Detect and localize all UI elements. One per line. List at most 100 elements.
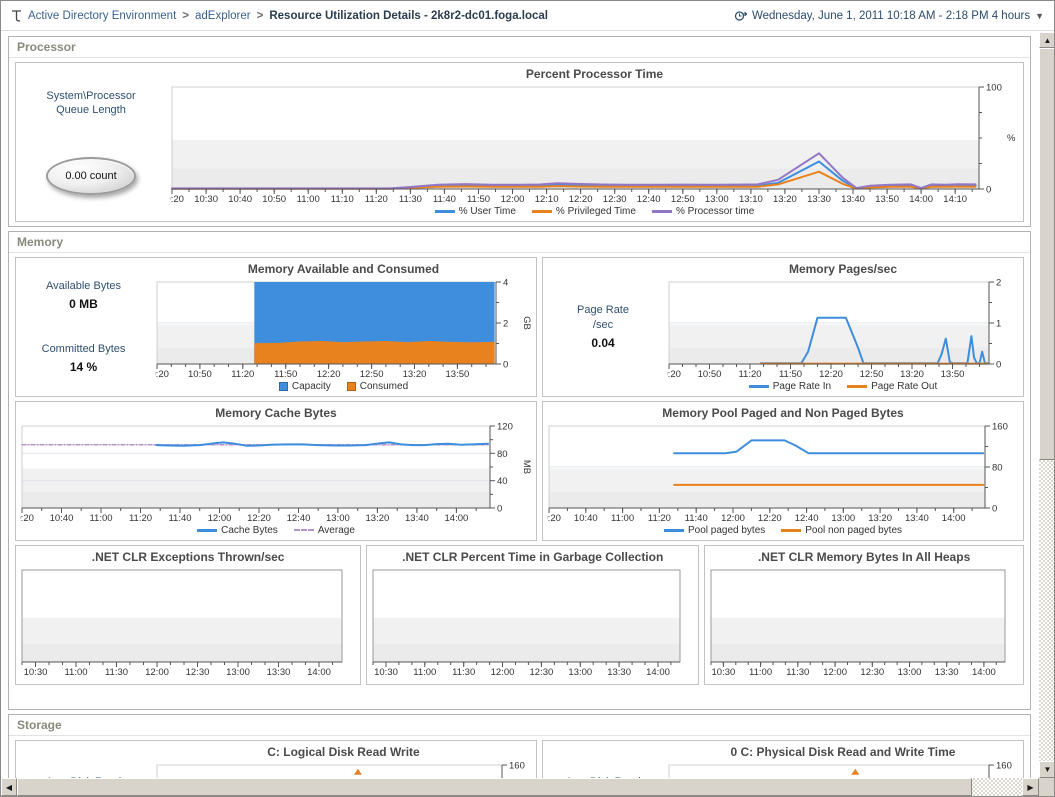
- svg-text:10:20: 10:20: [547, 513, 561, 522]
- svg-text:14:00: 14:00: [307, 667, 331, 676]
- svg-text:12:20: 12:20: [758, 513, 782, 522]
- svg-text:10:20: 10:20: [155, 369, 169, 378]
- breadcrumb-separator: >: [256, 9, 264, 22]
- legend-swatch: [346, 381, 356, 391]
- plot-area[interactable]: 160: [667, 761, 1019, 778]
- svg-text:13:00: 13:00: [898, 667, 922, 676]
- svg-text:13:20: 13:20: [773, 194, 797, 203]
- timerange-selector[interactable]: Wednesday, June 1, 2011 10:18 AM - 2:18 …: [734, 10, 1044, 22]
- horizontal-scrollbar[interactable]: ◀ ▶: [1, 778, 1039, 796]
- legend-swatch: [293, 529, 314, 531]
- scroll-down-button[interactable]: ▼: [1039, 761, 1054, 778]
- svg-text:2: 2: [503, 319, 508, 330]
- chart-memory-available: Memory Available and Consumed 10:20 10:50…: [145, 258, 536, 396]
- svg-text:12:30: 12:30: [530, 667, 554, 676]
- svg-text:10:30: 10:30: [374, 667, 398, 676]
- section-memory: Memory Available Bytes 0 MB Committed By…: [8, 231, 1031, 710]
- section-processor: Processor System\Processor Queue Length …: [8, 36, 1031, 227]
- svg-text:13:50: 13:50: [875, 194, 899, 203]
- svg-text:13:00: 13:00: [831, 513, 855, 522]
- svg-text:13:50: 13:50: [446, 369, 470, 378]
- svg-text:10:50: 10:50: [698, 369, 722, 378]
- svg-text:12:00: 12:00: [145, 667, 169, 676]
- svg-text:13:20: 13:20: [900, 369, 924, 378]
- legend-swatch: [278, 381, 288, 391]
- svg-text:0: 0: [503, 360, 508, 371]
- scroll-left-button[interactable]: ◀: [1, 778, 17, 796]
- chart-title: 0 C: Physical Disk Read and Write Time: [730, 745, 956, 759]
- chart-legend: Pool paged bytes Pool non paged bytes: [547, 522, 1019, 538]
- svg-text:11:00: 11:00: [749, 667, 772, 676]
- gauge-value: 0.00 count: [65, 170, 117, 183]
- chart-memory-pages: Memory Pages/sec 10:20 10:50 11:20 11:50 12:…: [657, 258, 1023, 396]
- bookmark-icon: [11, 9, 22, 22]
- plot-area[interactable]: 10:20 10:40 11:00 11:20 11:40 12:00 12:20 12:40…: [537, 422, 1019, 525]
- plot-area[interactable]: 10:20 10:50 11:20 11:50 12:20 12:50 13:20 13:50…: [145, 278, 532, 381]
- svg-text:0: 0: [497, 504, 502, 515]
- svg-text:11:40: 11:40: [433, 194, 456, 203]
- svg-text:13:40: 13:40: [405, 513, 429, 522]
- panel-storage-physical: Avg. Disk Read 0 C: Physical Disk Read a…: [542, 740, 1024, 778]
- queue-length-gauge[interactable]: 0.00 count: [46, 157, 136, 196]
- svg-text:12:30: 12:30: [186, 667, 210, 676]
- svg-text:12:50: 12:50: [860, 369, 884, 378]
- scroll-up-button[interactable]: ▲: [1039, 32, 1054, 48]
- svg-text:13:00: 13:00: [226, 667, 250, 676]
- legend-swatch: [434, 209, 455, 213]
- plot-area[interactable]: 10:30 11:00 11:30 12:00 12:30 13:00 13:30 14:00: [371, 566, 694, 678]
- legend-swatch: [781, 528, 802, 532]
- legend-item: Pool non paged bytes: [781, 525, 902, 536]
- svg-text:10:20: 10:20: [170, 194, 184, 203]
- svg-text:80: 80: [497, 449, 508, 460]
- panel-memory-cache: Memory Cache Bytes 10:2010:4011:0011:201…: [10, 401, 537, 541]
- panel-memory-available: Available Bytes 0 MB Committed Bytes 14 …: [15, 257, 537, 397]
- horizontal-scrollbar-thumb[interactable]: [17, 778, 972, 796]
- svg-text:1: 1: [996, 319, 1001, 330]
- svg-text:%: %: [1007, 133, 1016, 144]
- svg-text:11:20: 11:20: [648, 513, 671, 522]
- svg-text:13:40: 13:40: [905, 513, 929, 522]
- svg-text:11:20: 11:20: [365, 194, 388, 203]
- plot-area[interactable]: 10:20 10:40 11:00 11:20 11:40 12:00 12:20 12:40…: [10, 422, 532, 525]
- section-title-processor: Processor: [9, 37, 1030, 58]
- svg-text:10:20: 10:20: [20, 513, 34, 522]
- physical-disk-caption: Avg. Disk Read: [543, 741, 663, 778]
- svg-text:80: 80: [992, 463, 1003, 474]
- svg-text:12:00: 12:00: [721, 513, 745, 522]
- chart-title: .NET CLR Memory Bytes In All Heaps: [757, 550, 971, 564]
- scroll-right-button[interactable]: ▶: [1022, 778, 1039, 796]
- svg-text:120: 120: [497, 422, 513, 433]
- breadcrumb-link-adexplorer[interactable]: adExplorer: [195, 9, 251, 22]
- chart-title: Memory Cache Bytes: [215, 406, 337, 420]
- legend-item: % User Time: [434, 206, 516, 217]
- plot-area[interactable]: 10:30 11:00 11:30 12:00 12:30 13:00 13:30 14:00: [709, 566, 1019, 678]
- svg-text:0: 0: [996, 360, 1001, 371]
- svg-text:14:00: 14:00: [972, 667, 996, 676]
- svg-text:13:00: 13:00: [326, 513, 350, 522]
- breadcrumb: Active Directory Environment > adExplore…: [11, 9, 548, 22]
- svg-text:11:00: 11:00: [611, 513, 634, 522]
- processor-gauge-block: System\Processor Queue Length 0.00 count: [16, 63, 166, 221]
- svg-text:GB: GB: [521, 316, 532, 330]
- plot-area[interactable]: 160: [155, 761, 532, 778]
- breadcrumb-current: Resource Utilization Details - 2k8r2-dc0…: [269, 9, 548, 22]
- svg-text:13:30: 13:30: [807, 194, 831, 203]
- section-title-storage: Storage: [9, 715, 1030, 736]
- vertical-scrollbar-thumb[interactable]: [1039, 48, 1054, 460]
- chart-physical-disk: 0 C: Physical Disk Read and Write Time 1…: [663, 741, 1023, 778]
- breadcrumb-link-ad-environment[interactable]: Active Directory Environment: [28, 9, 177, 22]
- svg-text:11:50: 11:50: [779, 369, 802, 378]
- panel-storage-logical: Avg. Disk Read C: Logical Disk Read Writ…: [15, 740, 537, 778]
- plot-area[interactable]: 10:30 11:00 11:30 12:00 12:30 13:00 13:30 14:00: [20, 566, 356, 678]
- vertical-scrollbar[interactable]: ▲ ▼: [1039, 32, 1054, 778]
- svg-text:12:30: 12:30: [861, 667, 885, 676]
- svg-text:13:20: 13:20: [366, 513, 390, 522]
- svg-text:13:00: 13:00: [705, 194, 729, 203]
- svg-text:10:40: 10:40: [574, 513, 598, 522]
- plot-area[interactable]: 10:20 10:50 11:20 11:50 12:20 12:50 13:20 13:50…: [657, 278, 1019, 381]
- page-rate-caption: Page Rate /sec 0.04: [577, 304, 629, 350]
- svg-text:2: 2: [996, 278, 1001, 289]
- plot-area[interactable]: 10:20 10:30 10:40 10:50 11:00 11:10 11:20 11:30…: [160, 83, 1019, 206]
- svg-text:11:30: 11:30: [105, 667, 128, 676]
